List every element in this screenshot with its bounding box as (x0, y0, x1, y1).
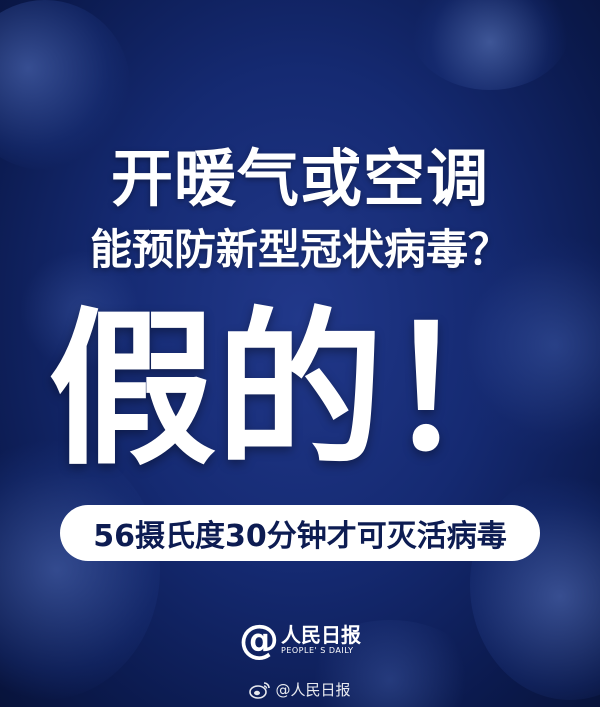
fact-pill: 56摄氏度30分钟才可灭活病毒 (60, 505, 540, 561)
people-daily-logo: @ 人民日报 PEOPLE' S DAILY (0, 620, 600, 660)
virus-illustration (410, 0, 570, 90)
watermark-text: @人民日报 (275, 681, 351, 699)
weibo-watermark: @人民日报 (0, 679, 600, 700)
logo-at-symbol: @ (239, 617, 279, 663)
headline-question: 开暖气或空调 (110, 142, 489, 215)
virus-illustration (300, 620, 480, 707)
virus-illustration (20, 250, 140, 370)
headline-subquestion: 能预防新型冠状病毒？ (89, 225, 510, 274)
verdict-text: 假的！ (48, 292, 552, 488)
virus-illustration (460, 230, 600, 460)
fact-pill-text: 56摄氏度30分钟才可灭活病毒 (93, 519, 507, 554)
logo-english-name: PEOPLE' S DAILY (281, 646, 354, 655)
logo-chinese-name: 人民日报 (281, 623, 361, 647)
weibo-icon (249, 681, 271, 699)
virus-illustration (0, 0, 130, 170)
